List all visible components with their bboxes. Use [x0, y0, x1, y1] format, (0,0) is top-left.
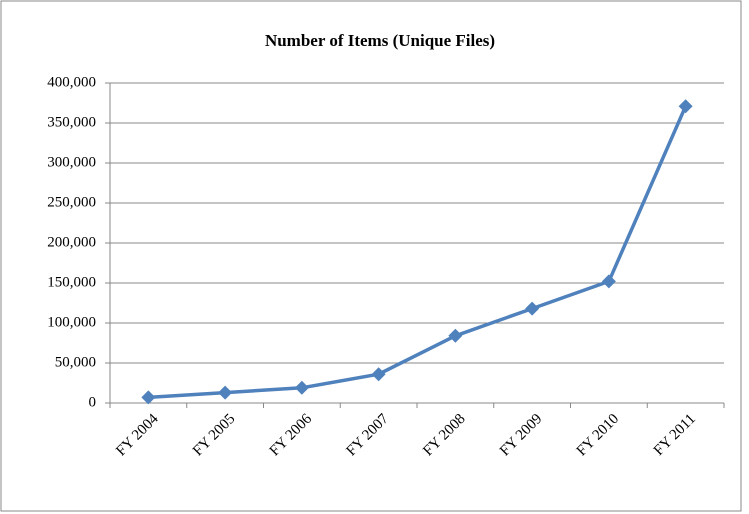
y-tick-label: 200,000 [47, 234, 96, 250]
y-tick-label: 0 [89, 394, 97, 410]
y-tick-label: 50,000 [55, 354, 96, 370]
y-tick-label: 150,000 [47, 274, 96, 290]
marker [141, 390, 156, 405]
marker [371, 367, 386, 382]
marker [294, 380, 309, 395]
y-tick-label: 250,000 [47, 194, 96, 210]
chart-title: Number of Items (Unique Files) [265, 31, 495, 50]
marker [678, 99, 693, 114]
y-tick-label: 300,000 [47, 154, 96, 170]
marker [448, 328, 463, 343]
y-tick-label: 350,000 [47, 114, 96, 130]
line [148, 105, 688, 400]
y-tick-label: 400,000 [47, 74, 96, 90]
marker [525, 301, 540, 316]
y-tick-label: 100,000 [47, 314, 96, 330]
marker [601, 274, 616, 289]
marker [218, 385, 233, 400]
